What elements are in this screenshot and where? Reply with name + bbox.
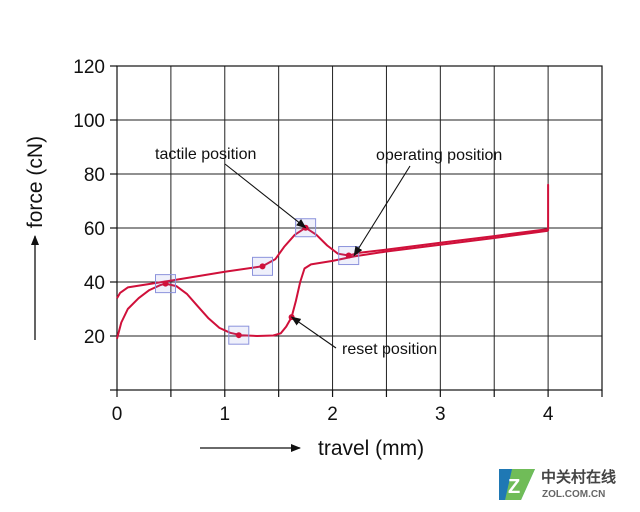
watermark-cn: 中关村在线 (541, 468, 616, 486)
zol-logo-icon: Z (499, 469, 535, 500)
annotation-arrow (353, 165, 411, 257)
watermark: Z 中关村在线 ZOL.COM.CN (499, 468, 616, 500)
marker-dot (345, 252, 352, 259)
x-tick-labels: 0 1 2 3 4 (112, 404, 554, 425)
y-tick-label: 100 (73, 111, 105, 132)
series-lines (116, 183, 550, 339)
y-tick-label: 20 (84, 327, 105, 348)
x-tick-label: 3 (435, 404, 446, 425)
axes (110, 65, 603, 397)
x-axis-title: travel (mm) (318, 437, 424, 460)
marker-dot (162, 280, 169, 287)
y-tick-label: 80 (84, 165, 105, 186)
annotation-arrow (290, 316, 337, 349)
marker-dot (235, 332, 242, 339)
series-line-2 (116, 183, 550, 299)
annotations: tactile position operating position reset … (155, 146, 502, 358)
y-axis-title: force (cN) (24, 136, 47, 228)
annotation-arrow (224, 163, 307, 229)
marker-dot (259, 263, 266, 270)
annotation-label: operating position (376, 147, 502, 164)
y-tick-label: 60 (84, 219, 105, 240)
x-tick-label: 0 (112, 404, 123, 425)
x-tick-label: 4 (543, 404, 554, 425)
watermark-en: ZOL.COM.CN (542, 489, 605, 500)
annotation-label: tactile position (155, 146, 256, 163)
y-tick-label: 120 (73, 57, 105, 78)
x-tick-label: 2 (327, 404, 338, 425)
series-line-1 (116, 229, 549, 339)
svg-text:Z: Z (508, 476, 520, 498)
position-markers (155, 218, 360, 345)
y-tick-label: 40 (84, 273, 105, 294)
y-tick-labels: 20 40 60 80 100 120 (73, 57, 105, 348)
annotation-label: reset position (342, 341, 437, 358)
x-tick-label: 1 (219, 404, 230, 425)
